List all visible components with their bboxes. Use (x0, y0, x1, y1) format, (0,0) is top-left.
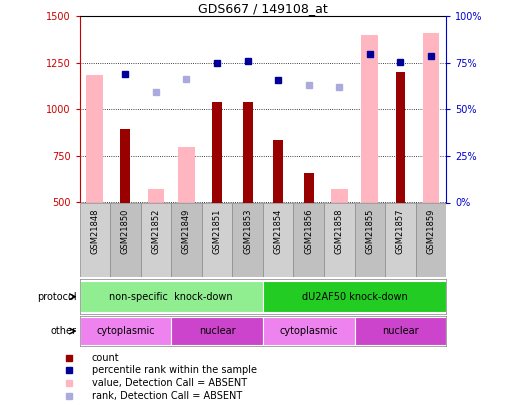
Text: non-specific  knock-down: non-specific knock-down (109, 292, 233, 302)
Bar (263, 318, 354, 345)
Text: GSM21849: GSM21849 (182, 209, 191, 254)
Text: percentile rank within the sample: percentile rank within the sample (92, 365, 257, 375)
Text: dU2AF50 knock-down: dU2AF50 knock-down (302, 292, 407, 302)
Text: GSM21851: GSM21851 (212, 209, 222, 254)
Bar (273, 140, 283, 202)
Text: GSM21853: GSM21853 (243, 209, 252, 254)
Bar (263, 281, 446, 312)
Bar (110, 202, 141, 277)
Bar (263, 202, 293, 277)
Text: GSM21855: GSM21855 (365, 209, 374, 254)
Bar (80, 281, 263, 312)
Title: GDS667 / 149108_at: GDS667 / 149108_at (198, 2, 328, 15)
Bar (423, 33, 440, 202)
Bar (243, 102, 252, 202)
Text: rank, Detection Call = ABSENT: rank, Detection Call = ABSENT (92, 391, 242, 401)
Text: GSM21858: GSM21858 (335, 209, 344, 254)
Text: GSM21852: GSM21852 (151, 209, 161, 254)
Bar (121, 129, 130, 202)
Text: other: other (51, 326, 77, 336)
Text: GSM21850: GSM21850 (121, 209, 130, 254)
Bar (212, 102, 222, 202)
Bar (178, 147, 195, 202)
Bar (385, 202, 416, 277)
Text: GSM21856: GSM21856 (304, 209, 313, 254)
Bar (141, 202, 171, 277)
Text: nuclear: nuclear (199, 326, 235, 336)
Text: protocol: protocol (37, 292, 77, 302)
Text: count: count (92, 353, 120, 363)
Text: GSM21857: GSM21857 (396, 209, 405, 254)
Bar (354, 318, 446, 345)
Bar (80, 318, 171, 345)
Bar (304, 173, 313, 202)
Bar (331, 190, 348, 202)
Text: GSM21854: GSM21854 (274, 209, 283, 254)
Bar (86, 75, 103, 202)
Bar (171, 318, 263, 345)
Text: GSM21848: GSM21848 (90, 209, 100, 254)
Bar (396, 72, 405, 202)
Text: cytoplasmic: cytoplasmic (280, 326, 338, 336)
Bar (148, 190, 164, 202)
Bar (416, 202, 446, 277)
Bar (80, 202, 110, 277)
Text: GSM21859: GSM21859 (426, 209, 436, 254)
Bar (202, 202, 232, 277)
Bar (324, 202, 354, 277)
Bar (354, 202, 385, 277)
Text: cytoplasmic: cytoplasmic (96, 326, 155, 336)
Bar (293, 202, 324, 277)
Text: value, Detection Call = ABSENT: value, Detection Call = ABSENT (92, 378, 247, 388)
Bar (171, 202, 202, 277)
Text: nuclear: nuclear (382, 326, 419, 336)
Bar (362, 35, 378, 202)
Bar (232, 202, 263, 277)
